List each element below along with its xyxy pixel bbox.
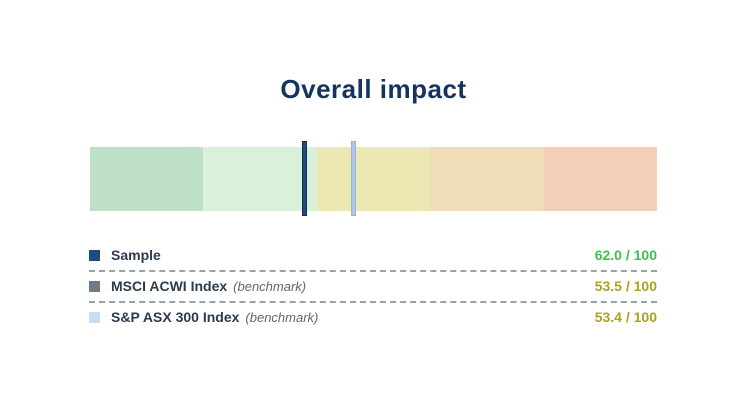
legend-row-sp-asx: S&P ASX 300 Index (benchmark) 53.4 / 100 (89, 303, 657, 332)
score-gauge-bar (90, 141, 658, 216)
gauge-band-lightgreen (203, 147, 317, 211)
gauge-band-orange (430, 147, 544, 211)
sample-marker (302, 141, 308, 216)
gauge-band-yellow (316, 147, 431, 211)
sp-asx-swatch-icon (89, 311, 100, 323)
gauge-band-salmon (543, 147, 658, 211)
legend: Sample 62.0 / 100 MSCI ACWI Index (bench… (89, 241, 657, 332)
benchmark-note: (benchmark) (233, 278, 307, 294)
sp-asx-marker (351, 141, 357, 216)
benchmark-note: (benchmark) (245, 309, 319, 325)
sample-swatch-icon (89, 249, 100, 261)
legend-label-sample: Sample (111, 247, 161, 263)
legend-label-sp-asx: S&P ASX 300 Index (111, 309, 240, 325)
msci-acwi-swatch-icon (89, 280, 100, 292)
msci-acwi-score-value: 53.5 / 100 (594, 278, 657, 294)
sample-score-value: 62.0 / 100 (594, 247, 657, 263)
sp-asx-score-value: 53.4 / 100 (594, 309, 657, 325)
legend-row-msci-acwi: MSCI ACWI Index (benchmark) 53.5 / 100 (89, 272, 657, 303)
gauge-band-green (90, 147, 204, 211)
legend-row-sample: Sample 62.0 / 100 (89, 241, 657, 272)
page-title: Overall impact (280, 74, 467, 104)
legend-label-msci-acwi: MSCI ACWI Index (111, 278, 228, 294)
